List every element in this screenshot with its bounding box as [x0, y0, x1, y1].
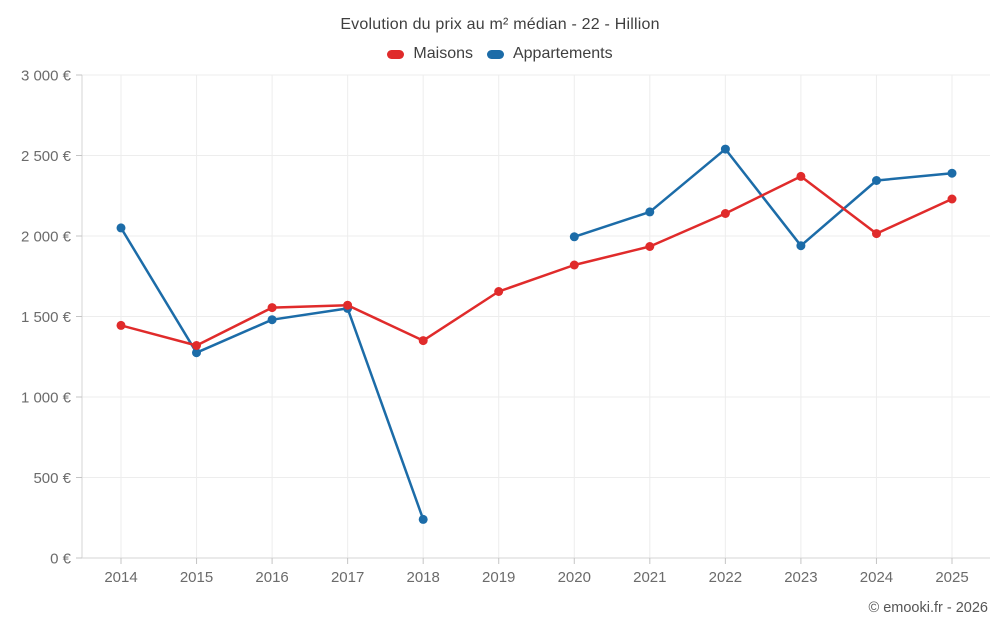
appartements-data-point[interactable] — [569, 232, 579, 242]
maisons-data-point[interactable] — [343, 300, 353, 310]
x-tick-label: 2021 — [633, 569, 666, 586]
x-tick-label: 2025 — [935, 569, 968, 586]
maisons-data-point[interactable] — [569, 260, 579, 270]
appartements-data-point[interactable] — [116, 223, 126, 233]
appartements-data-point[interactable] — [267, 315, 277, 325]
maisons-data-point[interactable] — [494, 287, 504, 296]
appartements-legend-label: Appartements — [512, 45, 613, 62]
maisons-data-point[interactable] — [192, 341, 201, 350]
appartements-series-swatch-icon — [486, 49, 504, 59]
x-tick-label: 2017 — [331, 569, 364, 586]
y-tick-label: 0 € — [50, 550, 72, 567]
x-tick-label: 2022 — [709, 569, 742, 586]
x-tick-label: 2020 — [558, 569, 591, 586]
x-tick-label: 2023 — [784, 569, 817, 586]
y-tick-label: 500 € — [33, 470, 71, 487]
maisons-data-point[interactable] — [720, 209, 730, 218]
maisons-series-line — [119, 175, 954, 347]
appartements-data-point[interactable] — [192, 348, 201, 358]
appartements-data-point[interactable] — [645, 207, 655, 217]
legend-item-appartements[interactable]: Appartements — [486, 45, 613, 63]
legend-item-maisons[interactable]: Maisons — [387, 45, 473, 63]
maisons-data-point[interactable] — [796, 171, 806, 181]
x-tick-label: 2015 — [180, 569, 213, 586]
maisons-data-point[interactable] — [947, 194, 957, 204]
y-tick-label: 1 000 € — [21, 389, 72, 406]
maisons-series-swatch-icon — [387, 49, 405, 59]
chart-title: Evolution du prix au m² médian - 22 - Hi… — [340, 16, 660, 33]
credit-text: © emooki.fr - 2026 — [868, 600, 988, 616]
x-tick-label: 2019 — [482, 569, 515, 586]
maisons-data-point[interactable] — [645, 242, 655, 251]
maisons-data-point[interactable] — [267, 303, 277, 313]
x-tick-label: 2024 — [860, 569, 893, 586]
maisons-data-point[interactable] — [116, 320, 126, 330]
maisons-legend-label: Maisons — [413, 45, 473, 62]
x-tick-label: 2014 — [104, 569, 137, 586]
y-tick-label: 1 500 € — [21, 309, 72, 326]
appartements-data-point[interactable] — [947, 168, 957, 178]
maisons-data-point[interactable] — [418, 336, 428, 346]
x-tick-label: 2016 — [255, 569, 288, 586]
appartements-data-point[interactable] — [418, 514, 428, 524]
y-tick-label: 3 000 € — [21, 67, 72, 84]
maisons-data-point[interactable] — [872, 229, 881, 239]
appartements-data-point[interactable] — [796, 241, 806, 251]
chart-legend: Maisons Appartements — [0, 45, 1000, 63]
y-tick-label: 2 000 € — [21, 228, 72, 245]
appartements-series-line — [119, 147, 954, 521]
x-tick-label: 2018 — [406, 569, 439, 586]
appartements-data-point[interactable] — [872, 176, 881, 185]
appartements-data-point[interactable] — [720, 144, 730, 154]
y-tick-label: 2 500 € — [21, 148, 72, 165]
